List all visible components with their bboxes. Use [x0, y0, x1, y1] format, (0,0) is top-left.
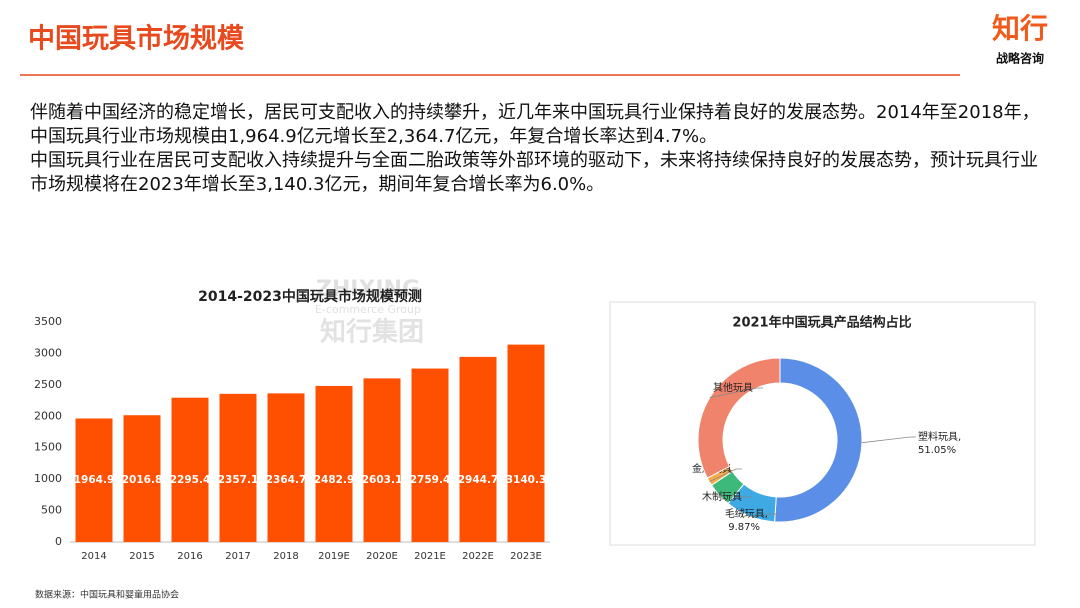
bar	[363, 378, 401, 542]
watermark: E-commerce Group	[315, 303, 421, 316]
value-label: 2944.7	[458, 474, 499, 486]
slide-title: 中国玩具市场规模	[28, 23, 244, 55]
leader-line	[709, 387, 763, 398]
x-tick-label: 2020E	[366, 551, 398, 562]
y-tick-label: 3000	[34, 346, 62, 359]
slice-value-label: 51.05%	[918, 445, 956, 456]
slice-value-label: 9.87%	[728, 522, 760, 533]
value-label: 2364.7	[266, 474, 307, 486]
y-tick-label: 0	[55, 535, 62, 548]
chart-title: 2014-2023中国玩具市场规模预测	[198, 288, 422, 305]
bar	[267, 393, 305, 542]
paragraph: 中国玩具行业在居民可支配收入持续提升与全面二胎政策等外部环境的驱动下，未来将持续…	[30, 150, 1038, 195]
bar	[123, 415, 161, 542]
y-tick-label: 1500	[34, 441, 62, 454]
bar	[219, 393, 257, 542]
value-label: 2482.9	[314, 474, 355, 486]
value-label: 2295.4	[170, 474, 211, 486]
x-tick-label: 2017	[225, 551, 250, 562]
x-tick-label: 2016	[177, 551, 202, 562]
bar	[411, 368, 449, 542]
value-label: 2603.1	[362, 474, 403, 486]
y-tick-label: 2500	[34, 378, 62, 391]
y-tick-label: 500	[41, 504, 62, 517]
x-tick-label: 2015	[129, 551, 154, 562]
value-label: 2759.4	[410, 474, 451, 486]
leader-line	[719, 494, 752, 498]
x-tick-label: 2022E	[462, 551, 494, 562]
leader-line	[861, 436, 916, 444]
value-label: 1964.9	[74, 474, 115, 486]
y-tick-label: 1000	[34, 472, 62, 485]
donut-slice	[697, 357, 781, 479]
chart-title: 2021年中国玩具产品结构占比	[732, 315, 911, 331]
bar	[171, 397, 209, 542]
logo-sub: 战略咨询	[996, 51, 1044, 66]
bar	[507, 344, 545, 542]
bar	[75, 418, 113, 542]
slice-label: 毛绒玩具,	[725, 507, 768, 520]
value-label: 3140.3	[506, 474, 547, 486]
y-tick-label: 3500	[34, 315, 62, 328]
bar	[315, 385, 353, 542]
value-label: 2357.1	[218, 474, 259, 486]
chart-frame	[609, 301, 1036, 546]
slice-label: 塑料玩具,	[918, 430, 961, 443]
leader-line	[709, 468, 742, 483]
leader-line	[749, 513, 778, 517]
paragraph: 伴随着中国经济的稳定增长，居民可支配收入的持续攀升，近几年来中国玩具行业保持着良…	[30, 102, 1040, 147]
y-tick-label: 2000	[34, 409, 62, 422]
slice-label: 其他玩具	[713, 381, 753, 394]
bar	[459, 356, 497, 542]
x-tick-label: 2014	[81, 551, 106, 562]
x-tick-label: 2023E	[510, 551, 542, 562]
watermark: 知行集团	[320, 317, 424, 348]
value-label: 2016.8	[122, 474, 163, 486]
slice-label: 木制玩具	[702, 490, 742, 503]
logo-main: 知行	[992, 12, 1048, 45]
x-tick-label: 2019E	[318, 551, 350, 562]
watermark: ZHIXING	[316, 277, 420, 302]
x-tick-label: 2021E	[414, 551, 446, 562]
donut-slice	[774, 357, 863, 523]
x-tick-label: 2018	[273, 551, 298, 562]
source: 数据来源：中国玩具和婴童用品协会	[35, 589, 179, 601]
body-text: 伴随着中国经济的稳定增长，居民可支配收入的持续攀升，近几年来中国玩具行业保持着良…	[30, 101, 1050, 197]
